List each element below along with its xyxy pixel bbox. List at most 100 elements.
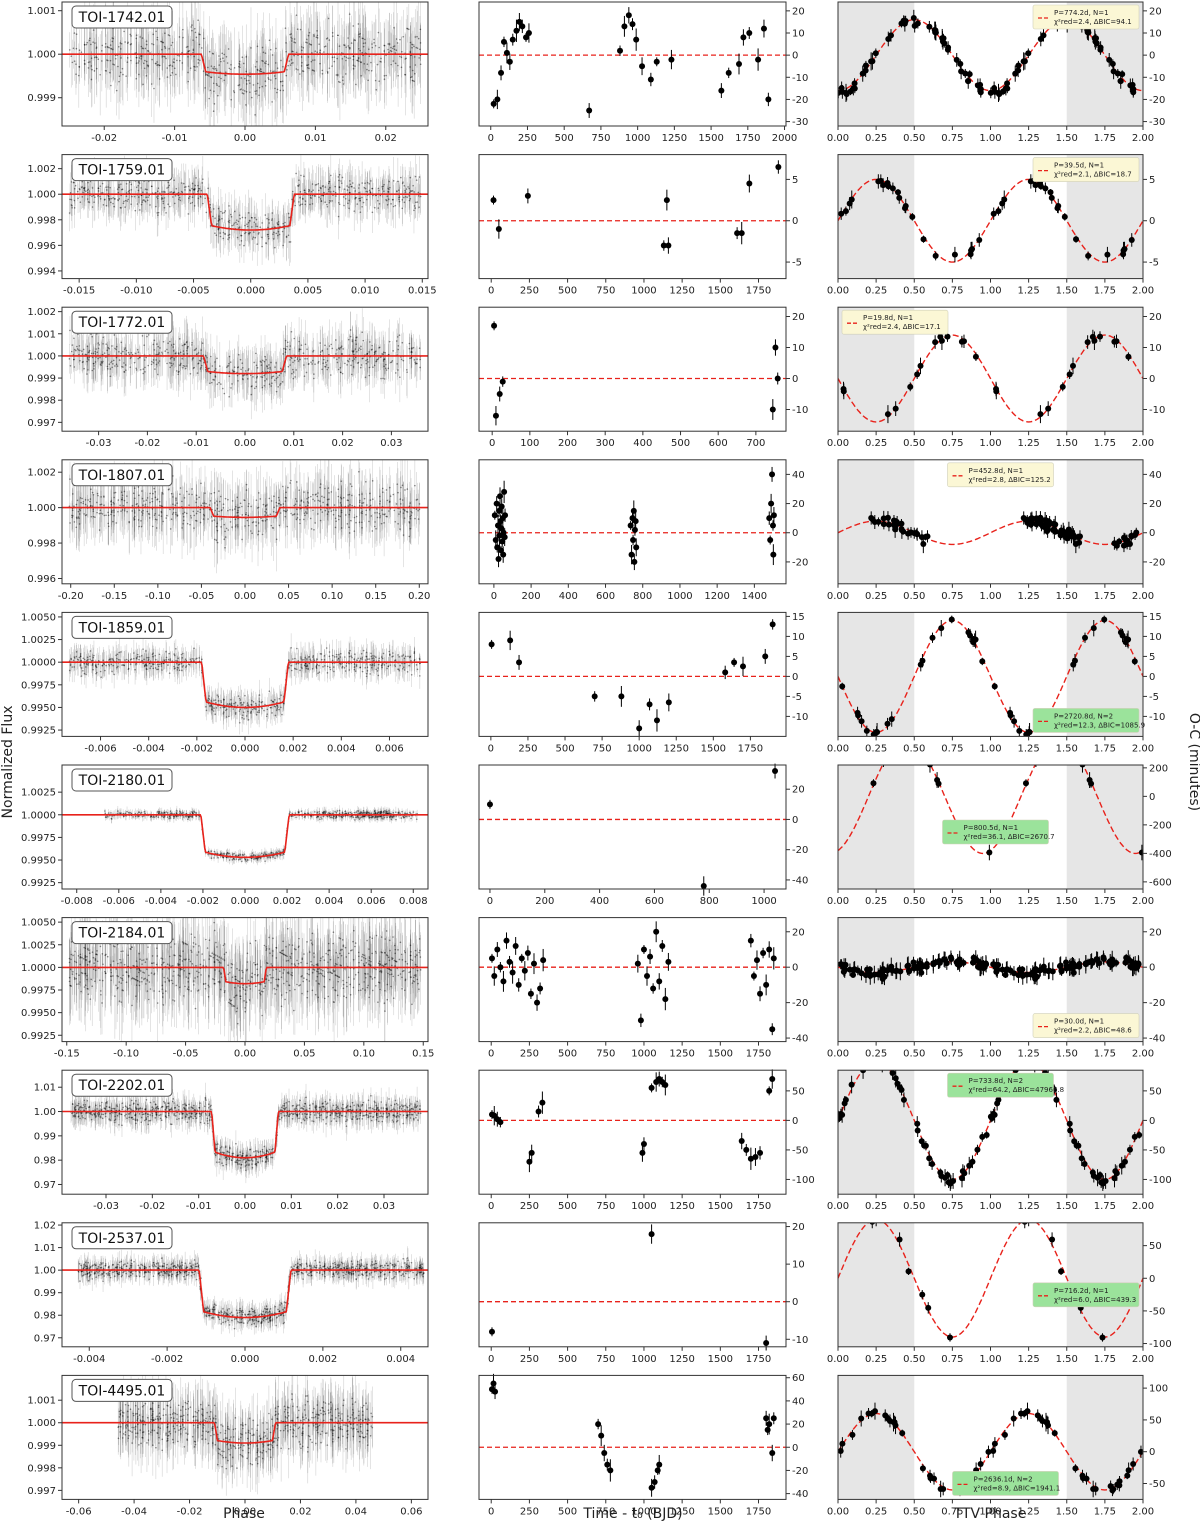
flux-point xyxy=(151,185,153,188)
flux-point xyxy=(274,516,276,519)
flux-point xyxy=(144,47,147,50)
flux-point xyxy=(156,38,159,41)
flux-point xyxy=(383,44,386,47)
flux-point xyxy=(140,203,143,206)
flux-point xyxy=(371,43,373,45)
flux-point xyxy=(166,348,168,351)
flux-point xyxy=(291,190,294,193)
flux-point xyxy=(125,349,128,352)
flux-point xyxy=(89,37,91,40)
flux-point xyxy=(360,348,362,351)
flux-point xyxy=(266,233,269,236)
flux-point xyxy=(141,47,144,49)
flux-point xyxy=(367,361,369,363)
flux-point xyxy=(381,188,384,190)
flux-point xyxy=(354,348,357,350)
flux-point xyxy=(130,43,133,45)
flux-point xyxy=(99,363,102,366)
flux-point xyxy=(151,360,153,363)
flux-point xyxy=(249,91,251,94)
flux-point xyxy=(324,186,327,188)
flux-point xyxy=(157,63,159,66)
flux-point xyxy=(181,344,184,347)
flux-point xyxy=(87,67,90,69)
flux-point xyxy=(191,196,194,199)
flux-point xyxy=(227,238,229,240)
flux-point xyxy=(245,83,248,85)
flux-point xyxy=(412,346,415,349)
flux-point xyxy=(202,70,205,73)
flux-point xyxy=(365,190,368,193)
flux-point xyxy=(139,368,142,371)
flux-point xyxy=(354,198,356,200)
ttv-point xyxy=(911,22,918,29)
flux-point xyxy=(383,78,386,81)
flux-point xyxy=(324,366,327,368)
flux-point xyxy=(404,189,406,192)
flux-point xyxy=(354,65,356,67)
flux-point xyxy=(213,379,216,381)
flux-point xyxy=(226,365,229,367)
flux-point xyxy=(326,348,329,350)
flux-point xyxy=(209,225,212,227)
flux-point xyxy=(397,189,400,192)
flux-point xyxy=(158,64,160,67)
flux-point xyxy=(271,226,273,229)
flux-point xyxy=(129,43,132,46)
flux-point xyxy=(302,198,304,200)
flux-point xyxy=(294,41,297,44)
flux-point xyxy=(352,351,354,353)
flux-point xyxy=(207,74,209,77)
flux-point xyxy=(123,362,125,364)
flux-point xyxy=(216,222,218,225)
flux-point xyxy=(328,39,331,41)
flux-xtick-label: 0.02 xyxy=(375,133,397,144)
flux-point xyxy=(410,190,413,192)
flux-point xyxy=(354,196,357,199)
flux-point xyxy=(326,504,328,506)
flux-point xyxy=(390,46,392,49)
flux-point xyxy=(279,384,281,386)
flux-point xyxy=(396,336,399,338)
flux-point xyxy=(359,199,361,202)
oc-point xyxy=(746,30,753,36)
oc-xtick-label: 1500 xyxy=(698,133,723,144)
oc-point xyxy=(639,63,646,70)
flux-point xyxy=(228,233,231,236)
flux-point xyxy=(147,196,149,198)
flux-point xyxy=(145,356,148,359)
ttv-point xyxy=(880,182,887,189)
flux-point xyxy=(366,191,369,193)
flux-point xyxy=(261,59,263,62)
flux-point xyxy=(186,45,189,48)
flux-point xyxy=(96,351,99,354)
flux-point xyxy=(112,359,115,362)
flux-point xyxy=(233,370,236,373)
flux-point xyxy=(299,204,301,207)
flux-point xyxy=(281,381,284,383)
flux-point xyxy=(90,65,93,67)
flux-point xyxy=(327,366,330,369)
flux-point xyxy=(417,37,420,40)
oc-point xyxy=(746,180,753,187)
flux-point xyxy=(321,69,324,72)
flux-point xyxy=(256,60,258,63)
flux-point xyxy=(108,195,110,198)
flux-point xyxy=(185,46,188,48)
flux-point xyxy=(229,213,232,216)
flux-point xyxy=(157,195,159,197)
flux-point xyxy=(168,205,171,208)
flux-point xyxy=(141,335,144,337)
flux-point xyxy=(249,75,251,78)
flux-point xyxy=(360,364,363,366)
flux-point xyxy=(387,187,389,190)
flux-point xyxy=(215,500,218,502)
ttv-point xyxy=(838,89,842,96)
flux-point xyxy=(284,348,287,351)
flux-point xyxy=(306,64,308,66)
flux-point xyxy=(238,65,240,68)
flux-ytick-label: 0.996 xyxy=(27,241,56,252)
flux-point xyxy=(290,356,292,359)
